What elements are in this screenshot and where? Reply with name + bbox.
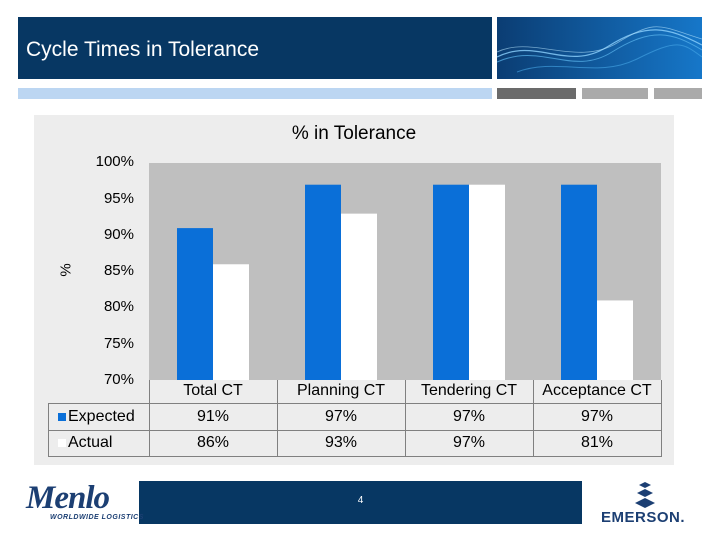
chart-title: % in Tolerance xyxy=(291,123,417,144)
accent-bar-gray xyxy=(654,88,702,99)
table-grid-line xyxy=(277,380,278,457)
table-grid-line xyxy=(48,403,662,404)
legend-label-actual: Actual xyxy=(68,434,113,451)
emerson-logo-text: EMERSON. xyxy=(601,509,686,526)
table-row-actual: Actual 86% 93% 97% 81% xyxy=(48,430,662,456)
category-row: Total CT Planning CT Tendering CT Accept… xyxy=(48,378,662,404)
menlo-logo-text: Menlo xyxy=(26,480,110,516)
accent-bar-dark xyxy=(497,88,576,99)
x-tick-label: Tendering CT xyxy=(420,382,518,399)
y-tick-label: 70% xyxy=(103,371,134,388)
legend-key-expected xyxy=(58,413,66,421)
y-tick-label: 75% xyxy=(103,335,134,352)
footer-bar xyxy=(139,481,582,524)
wave-art-icon xyxy=(497,17,702,79)
data-label: 93% xyxy=(324,434,358,451)
bar-expected-planning-ct xyxy=(305,184,341,380)
table-row-expected: Expected 91% 97% 97% 97% xyxy=(48,404,662,430)
bar-actual-acceptance-ct xyxy=(597,300,633,380)
y-tick-label: 80% xyxy=(103,298,134,315)
table-grid-line xyxy=(48,403,49,457)
data-label: 97% xyxy=(452,434,486,451)
accent-bar-light xyxy=(18,88,492,99)
x-tick-label: Total CT xyxy=(183,382,243,399)
table-grid-line xyxy=(48,456,662,457)
legend-label-expected: Expected xyxy=(68,408,135,425)
data-label: 97% xyxy=(452,408,486,425)
table-grid-line xyxy=(405,380,406,457)
page-number: 4 xyxy=(357,495,364,506)
slide-title: Cycle Times in Tolerance xyxy=(26,38,260,61)
bar-actual-tendering-ct xyxy=(469,184,505,380)
bar-expected-acceptance-ct xyxy=(561,184,597,380)
header-decoration xyxy=(497,17,702,79)
x-tick-label: Acceptance CT xyxy=(542,382,652,399)
bar-expected-total-ct xyxy=(177,228,213,380)
y-tick-label: 85% xyxy=(103,262,134,279)
header-bar xyxy=(18,17,492,79)
bar-actual-planning-ct xyxy=(341,213,377,380)
y-tick-label: 100% xyxy=(95,153,134,170)
data-label: 86% xyxy=(196,434,230,451)
data-label: 97% xyxy=(580,408,614,425)
data-label: 91% xyxy=(196,408,230,425)
table-grid-line xyxy=(661,380,662,457)
bar-actual-total-ct xyxy=(213,264,249,380)
table-grid-line xyxy=(149,380,150,457)
table-grid-line xyxy=(533,380,534,457)
x-tick-label: Planning CT xyxy=(296,382,386,399)
bar-expected-tendering-ct xyxy=(433,184,469,380)
table-grid-line xyxy=(48,430,662,431)
y-tick-label: 90% xyxy=(103,226,134,243)
data-label: 81% xyxy=(580,434,614,451)
accent-bar-gray xyxy=(582,88,648,99)
legend-key-actual xyxy=(58,439,66,447)
data-label: 97% xyxy=(324,408,358,425)
menlo-logo-subtitle: WORLDWIDE LOGISTICS xyxy=(50,514,144,521)
emerson-logo-icon xyxy=(635,482,655,508)
y-tick-label: 95% xyxy=(103,190,134,207)
